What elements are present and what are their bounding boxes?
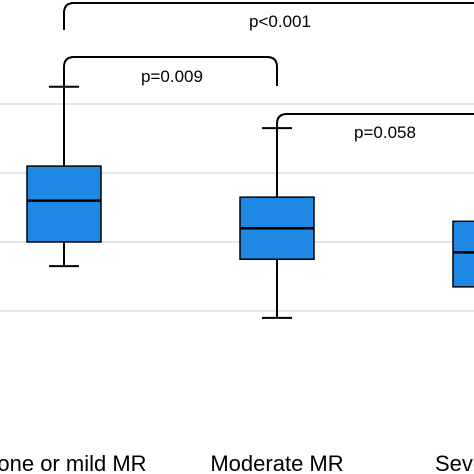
category-label-1: None or mild MR [0,451,147,474]
p-value-label-3: p<0.001 [249,12,311,31]
significance-bracket-2 [276,113,474,142]
box-iqr [452,220,474,288]
p-value-label-1: p=0.009 [141,67,203,86]
box-3 [452,220,474,288]
category-label-2: Moderate MR [210,451,343,474]
significance-brackets: p=0.009 p=0.058 p<0.001 [63,2,474,142]
boxes [26,85,474,319]
significance-bracket-1 [63,56,278,86]
box-iqr [26,165,102,243]
significance-bracket-3 [63,2,474,30]
p-value-label-2: p=0.058 [354,123,416,142]
box-1 [26,85,102,268]
category-label-3: Severe MR [435,451,474,474]
category-labels: None or mild MR Moderate MR Severe MR [0,451,474,474]
box-2 [239,127,315,319]
